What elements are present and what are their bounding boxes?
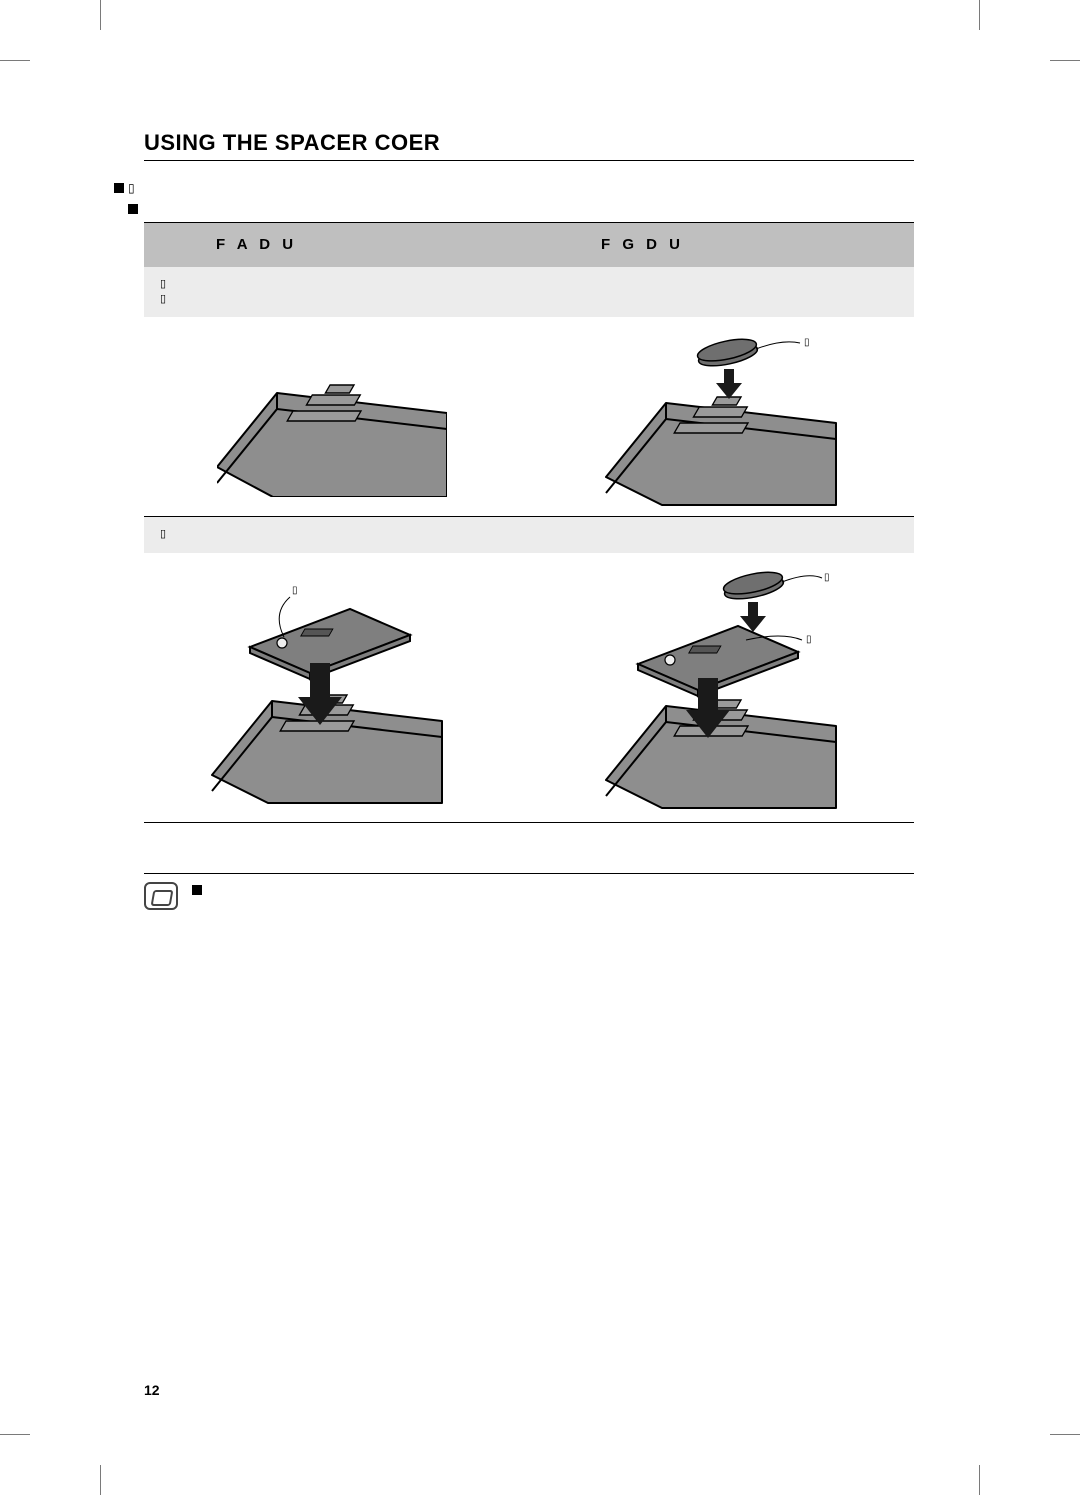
spacer-table: F A D U F G D U ▯ ▯: [144, 222, 914, 823]
page-number: 12: [144, 1382, 160, 1398]
corner-with-small-cover-svg: ▯: [596, 327, 856, 507]
bullet-l1b: ▯: [114, 179, 914, 198]
col-header-right: F G D U: [529, 236, 914, 253]
col-header-left: F A D U: [144, 236, 529, 253]
callout-r1-right: ▯: [804, 337, 810, 348]
section-title: USING THE SPACER COER: [144, 130, 914, 161]
illustration-row-2: ▯: [144, 553, 914, 823]
intro-bullet-list: ▯: [114, 179, 914, 198]
instruction-band-1: ▯ ▯: [144, 267, 914, 318]
band1-line2: ▯: [160, 292, 898, 307]
callout-r2-left: ▯: [292, 585, 298, 596]
note-icon: [144, 882, 178, 910]
illus-r1-left: [144, 317, 520, 516]
note-block: ▯: [144, 873, 914, 910]
illus-r2-right: ▯ ▯: [538, 553, 914, 822]
callout-r2-right-a: ▯: [824, 572, 830, 583]
corner-with-plate-svg: ▯: [202, 567, 462, 807]
instruction-band-2: ▯: [144, 517, 914, 552]
illus-r2-left: ▯: [144, 553, 520, 822]
band1-line1: ▯: [160, 277, 898, 292]
corner-no-cover-svg: [217, 337, 447, 497]
illustration-row-1: ▯: [144, 317, 914, 517]
band2-line1: ▯: [160, 527, 898, 542]
corner-with-plate-and-disc-svg: ▯ ▯: [586, 562, 866, 812]
callout-r2-right-b: ▯: [806, 634, 812, 645]
illus-r1-right: ▯: [538, 317, 914, 516]
